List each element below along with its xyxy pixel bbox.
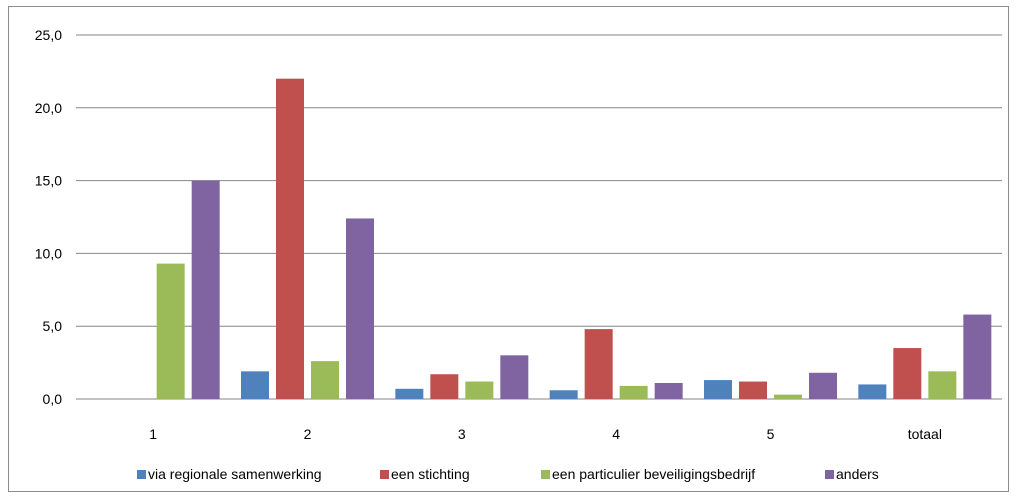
bar bbox=[619, 385, 648, 399]
legend-label: een particulier beveiligingsbedrijf bbox=[552, 466, 755, 482]
bar bbox=[704, 380, 732, 399]
legend-item: een stichting bbox=[380, 466, 470, 482]
bar bbox=[654, 382, 683, 399]
legend-label: via regionale samenwerking bbox=[148, 466, 322, 482]
bar bbox=[584, 329, 613, 399]
x-axis: 1 2 3 4 5 totaal bbox=[149, 426, 942, 442]
bar bbox=[500, 355, 529, 399]
bar bbox=[928, 371, 957, 399]
bar bbox=[739, 381, 767, 399]
bar bbox=[963, 314, 992, 399]
gridlines bbox=[76, 34, 1002, 400]
legend-swatch bbox=[825, 470, 834, 479]
bar bbox=[430, 374, 459, 399]
legend-swatch bbox=[380, 470, 389, 479]
x-tick-label: 5 bbox=[767, 426, 775, 442]
legend-item: een particulier beveiligingsbedrijf bbox=[541, 466, 755, 482]
y-tick-label: 15,0 bbox=[35, 173, 62, 189]
legend: via regionale samenwerking een stichting e… bbox=[137, 466, 879, 482]
y-tick-label: 25,0 bbox=[35, 27, 62, 43]
y-tick-label: 5,0 bbox=[43, 318, 63, 334]
x-tick-label: 3 bbox=[458, 426, 466, 442]
y-tick-label: 10,0 bbox=[35, 245, 62, 261]
bars bbox=[156, 78, 992, 400]
bar bbox=[549, 390, 578, 399]
y-axis: 0,0 5,0 10,0 15,0 20,0 25,0 bbox=[35, 27, 62, 407]
bar bbox=[809, 372, 837, 399]
legend-item: anders bbox=[825, 466, 879, 482]
bar bbox=[774, 394, 802, 399]
chart-frame bbox=[8, 6, 1009, 492]
legend-label: anders bbox=[836, 466, 879, 482]
x-tick-label: 1 bbox=[149, 426, 157, 442]
bar bbox=[465, 381, 494, 399]
legend-label: een stichting bbox=[391, 466, 470, 482]
x-tick-label: 4 bbox=[612, 426, 620, 442]
bar bbox=[156, 263, 185, 399]
bar bbox=[241, 371, 269, 399]
bar bbox=[276, 78, 304, 400]
bar bbox=[191, 180, 220, 399]
y-tick-label: 20,0 bbox=[35, 100, 62, 116]
bar bbox=[395, 388, 424, 399]
y-tick-label: 0,0 bbox=[43, 391, 63, 407]
x-tick-label: 2 bbox=[304, 426, 312, 442]
bar bbox=[311, 361, 339, 399]
legend-item: via regionale samenwerking bbox=[137, 466, 322, 482]
legend-swatch bbox=[137, 470, 146, 479]
legend-swatch bbox=[541, 470, 550, 479]
x-tick-label: totaal bbox=[908, 426, 942, 442]
bar bbox=[893, 348, 922, 399]
bar bbox=[346, 218, 374, 399]
bar bbox=[858, 384, 887, 399]
